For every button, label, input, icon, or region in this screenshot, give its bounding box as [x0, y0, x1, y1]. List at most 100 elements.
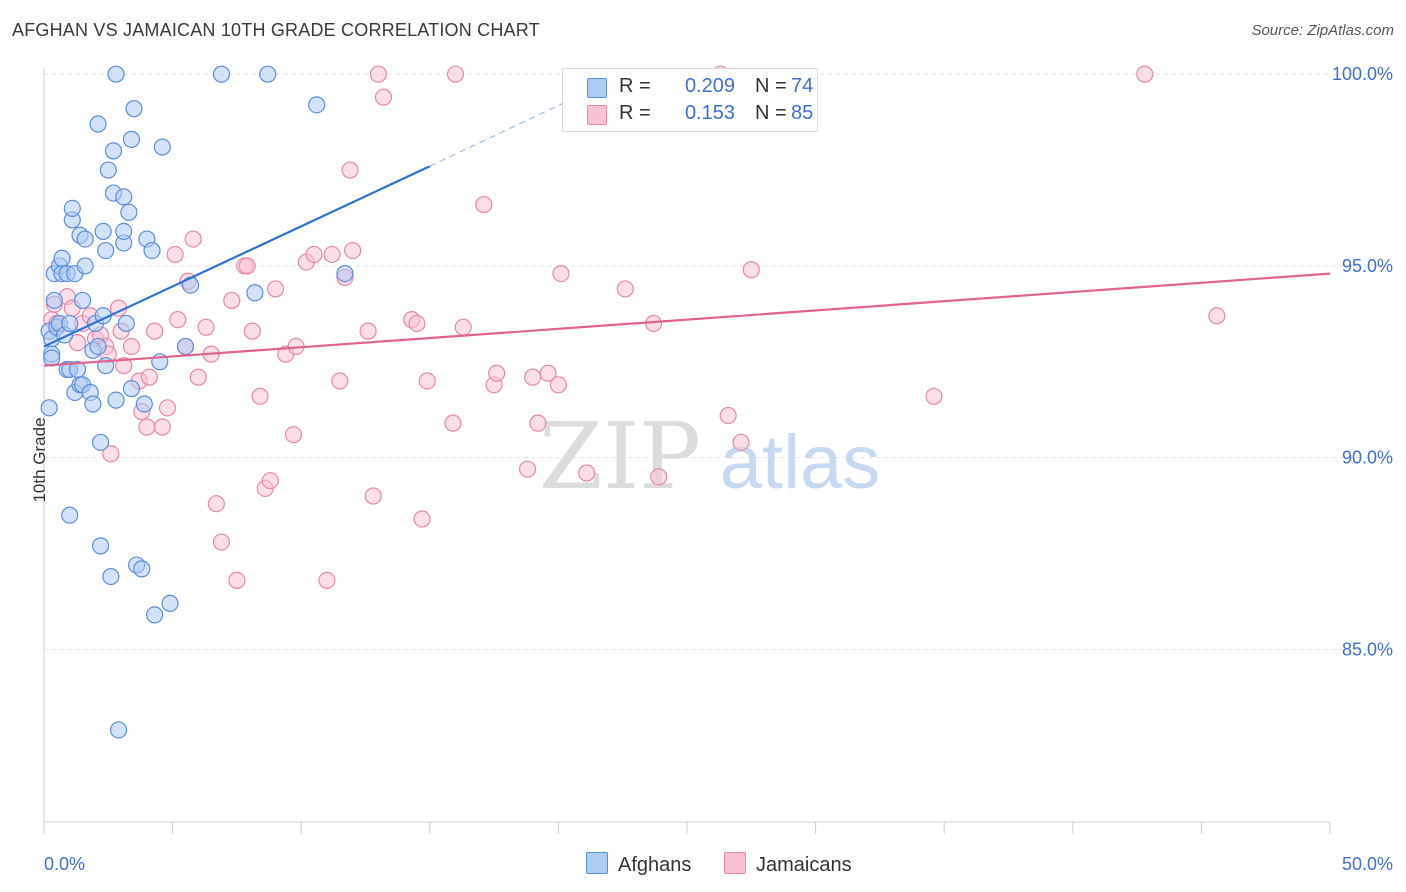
afghans-point-19: [63, 199, 81, 217]
jamaicans-point-39: [251, 387, 269, 405]
trend-lines: [43, 92, 1331, 367]
jamaicans-point-19: [138, 418, 156, 436]
jamaicans-point-33: [212, 533, 231, 551]
jamaicans-point-75: [616, 280, 634, 298]
jamaicans-point-34: [223, 291, 241, 310]
jamaicans-point-35: [228, 571, 246, 589]
jamaicans-point-55: [364, 487, 382, 505]
jamaicans-point-24: [166, 245, 184, 264]
afghans-point-15: [61, 506, 79, 524]
afghans-point-11: [53, 249, 71, 267]
afghans-point-26: [73, 291, 92, 310]
jamaicans-point-59: [408, 314, 426, 333]
jamaicans-swatch: [587, 105, 607, 125]
jamaicans-point-32: [207, 495, 225, 513]
jamaicans-point-69: [524, 368, 542, 386]
jamaicans-point-44: [284, 426, 303, 444]
afghans-point-33: [89, 337, 107, 356]
jamaicans-point-42: [266, 280, 285, 298]
afghans-point-49: [115, 222, 133, 241]
jamaicans-point-83: [1136, 65, 1154, 83]
jamaicans-point-65: [475, 195, 493, 214]
afghans-point-47: [109, 721, 128, 739]
afghans-point-51: [117, 314, 135, 333]
afghans-r-value: 0.209: [684, 75, 735, 97]
y-tick-labels: 85.0% 90.0% 95.0% 100.0%: [1332, 64, 1393, 659]
jamaicans-point-63: [446, 65, 465, 83]
afghans-point-68: [246, 284, 264, 302]
afghans-point-28: [76, 230, 94, 248]
afghans-point-3: [43, 349, 61, 367]
axes: [43, 68, 1331, 834]
afghans-point-71: [336, 264, 354, 283]
afghans-point-34: [89, 115, 107, 133]
jamaicans-point-21: [145, 322, 164, 340]
jamaicans-point-23: [158, 399, 177, 417]
jamaicans-point-81: [742, 261, 760, 279]
afghans-point-42: [102, 567, 120, 586]
afghans-point-27: [76, 257, 94, 275]
legend-item-jamaicans[interactable]: Jamaicans: [724, 852, 852, 878]
correlation-legend: R = 0.209 N = 74 R = 0.153 N = 85: [562, 68, 818, 132]
x-tick-labels: 0.0% 50.0%: [44, 854, 1393, 874]
watermark-atlas: atlas: [720, 420, 881, 505]
y-tick-label-0: 85.0%: [1342, 639, 1393, 659]
afghans-point-45: [107, 65, 125, 83]
afghans-point-61: [145, 606, 164, 624]
watermark: ZIP atlas: [539, 403, 880, 510]
afghans-point-52: [120, 203, 138, 221]
jamaicans-point-53: [344, 241, 362, 260]
afghans-point-69: [259, 65, 277, 83]
y-tick-label-1: 90.0%: [1342, 448, 1393, 468]
afghans-point-57: [133, 560, 151, 578]
jamaicans-point-68: [518, 460, 537, 478]
jamaicans-trend-line: [43, 272, 1331, 367]
afghans-point-63: [153, 138, 171, 156]
jamaicans-point-16: [122, 337, 141, 356]
jamaicans-point-64: [454, 318, 472, 336]
afghans-point-50: [115, 188, 133, 206]
afghans-point-67: [212, 65, 231, 83]
x-tick-label-max: 50.0%: [1342, 854, 1393, 874]
jamaicans-point-80: [732, 433, 750, 451]
afghans-point-36: [91, 537, 110, 555]
x-tick-label-min: 0.0%: [44, 854, 85, 874]
jamaicans-point-57: [374, 88, 393, 106]
gridlines: [44, 73, 1390, 650]
jamaicans-point-48: [318, 571, 336, 589]
jamaicans-point-15: [115, 357, 133, 375]
afghans-point-53: [122, 380, 141, 398]
jamaicans-point-41: [261, 472, 279, 490]
jamaicans-point-30: [197, 318, 215, 336]
afghans-point-46: [107, 391, 125, 409]
afghans-point-35: [91, 433, 110, 451]
afghans-point-54: [122, 130, 141, 148]
afghans-point-0: [40, 399, 58, 417]
afghans-point-17: [61, 314, 79, 333]
y-tick-label-3: 100.0%: [1332, 64, 1393, 84]
source-label: Source: ZipAtlas.com: [1251, 22, 1394, 39]
afghans-legend-swatch: [586, 852, 608, 874]
afghans-point-55: [125, 100, 143, 118]
jamaicans-point-29: [189, 368, 207, 386]
legend-item-afghans[interactable]: Afghans: [586, 852, 691, 878]
afghans-point-65: [176, 337, 195, 356]
jamaicans-point-60: [413, 510, 431, 528]
jamaicans-point-38: [243, 322, 261, 340]
afghans-point-6: [45, 291, 63, 310]
afghans-point-44: [104, 142, 123, 160]
jamaicans-point-20: [140, 368, 159, 386]
jamaicans-point-22: [153, 418, 171, 436]
jamaicans-point-54: [359, 322, 377, 340]
afghans-legend-label: Afghans: [618, 854, 692, 876]
y-tick-label-2: 95.0%: [1342, 256, 1393, 276]
afghans-point-60: [143, 241, 161, 260]
jamaicans-n-label: N =: [755, 102, 787, 124]
jamaicans-point-49: [323, 245, 341, 264]
jamaicans-point-25: [169, 311, 187, 329]
afghans-swatch: [587, 78, 607, 98]
jamaicans-point-56: [369, 65, 387, 83]
jamaicans-legend-label: Jamaicans: [756, 854, 852, 876]
jamaicans-point-73: [552, 264, 570, 283]
